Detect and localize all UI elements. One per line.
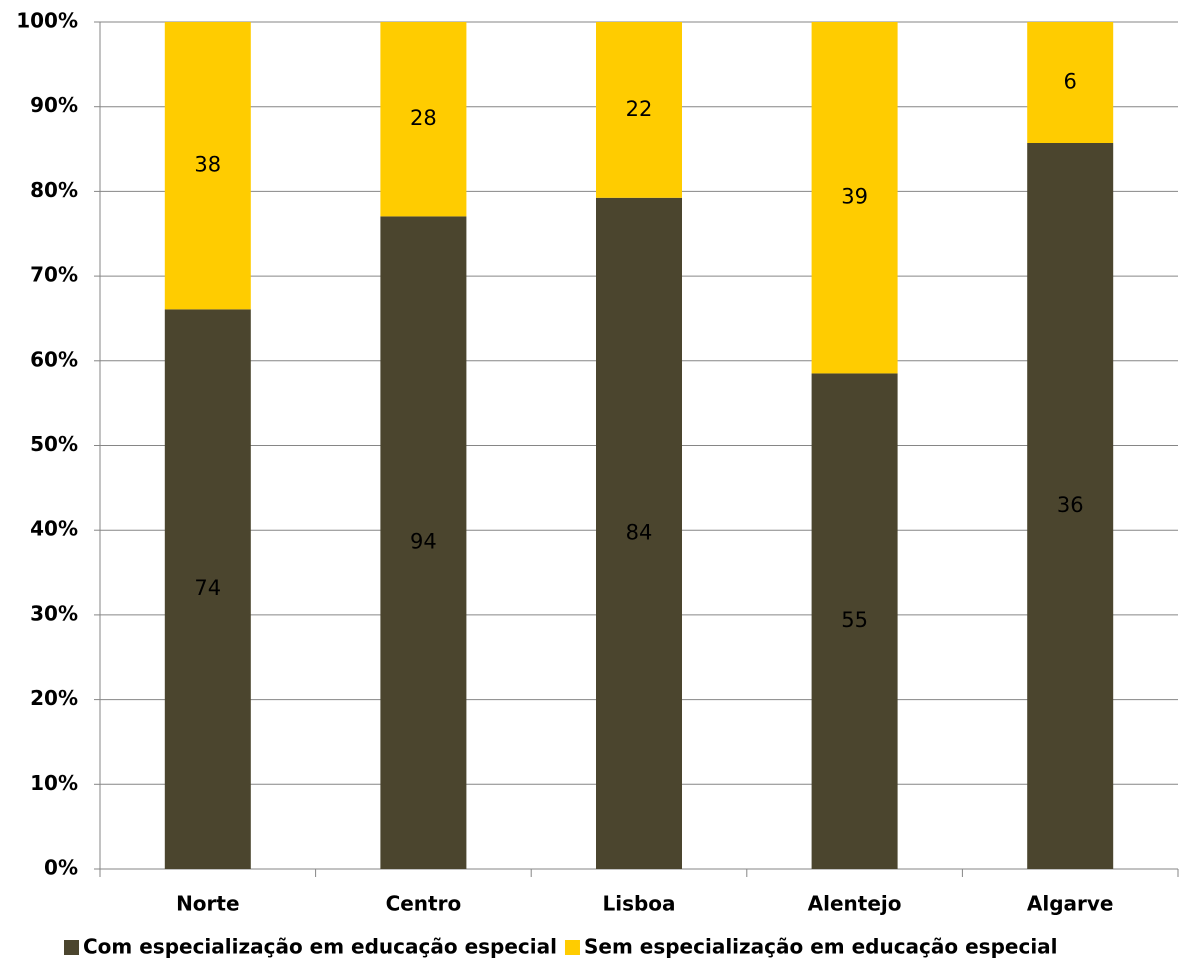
y-tick-label: 80% <box>30 178 78 202</box>
bar-segment <box>164 22 251 310</box>
y-tick-label: 0% <box>44 856 78 880</box>
bar-segment <box>380 216 467 870</box>
data-label: 84 <box>626 520 653 544</box>
y-tick-label: 50% <box>30 432 78 456</box>
y-tick-label: 30% <box>30 601 78 625</box>
x-tick-label: Norte <box>176 892 239 916</box>
y-tick-label: 60% <box>30 347 78 371</box>
data-label: 22 <box>626 97 653 121</box>
x-tick-label: Alentejo <box>808 892 902 916</box>
data-label: 6 <box>1064 70 1077 94</box>
bar-segment <box>596 22 682 198</box>
bar-segment <box>811 373 898 869</box>
y-tick-label: 70% <box>30 263 78 287</box>
data-label: 38 <box>194 153 221 177</box>
bar-segment <box>596 197 682 869</box>
bar-segment <box>811 22 898 374</box>
data-label: 28 <box>410 106 437 130</box>
legend-label: Sem especialização em educação especial <box>584 935 1058 959</box>
y-tick-label: 10% <box>30 771 78 795</box>
legend-label: Com especialização em educação especial <box>83 935 557 959</box>
data-label: 39 <box>841 185 868 209</box>
bar-segment <box>1027 22 1114 143</box>
data-label: 36 <box>1057 493 1084 517</box>
legend: Com especialização em educação especial S… <box>64 935 1058 959</box>
y-tick-label: 90% <box>30 93 78 117</box>
bar-segment <box>380 22 467 217</box>
x-tick-label: Centro <box>386 892 462 916</box>
data-label: 94 <box>410 530 437 554</box>
data-label: 55 <box>841 608 868 632</box>
y-tick-label: 100% <box>16 9 78 33</box>
y-tick-label: 40% <box>30 517 78 541</box>
x-tick-label: Algarve <box>1027 892 1114 916</box>
data-label: 74 <box>194 576 221 600</box>
bar-segment <box>1027 143 1114 869</box>
y-tick-label: 20% <box>30 686 78 710</box>
bar-segment <box>164 309 251 869</box>
x-tick-label: Lisboa <box>602 892 675 916</box>
legend-swatch <box>64 940 79 955</box>
legend-swatch <box>564 940 580 955</box>
